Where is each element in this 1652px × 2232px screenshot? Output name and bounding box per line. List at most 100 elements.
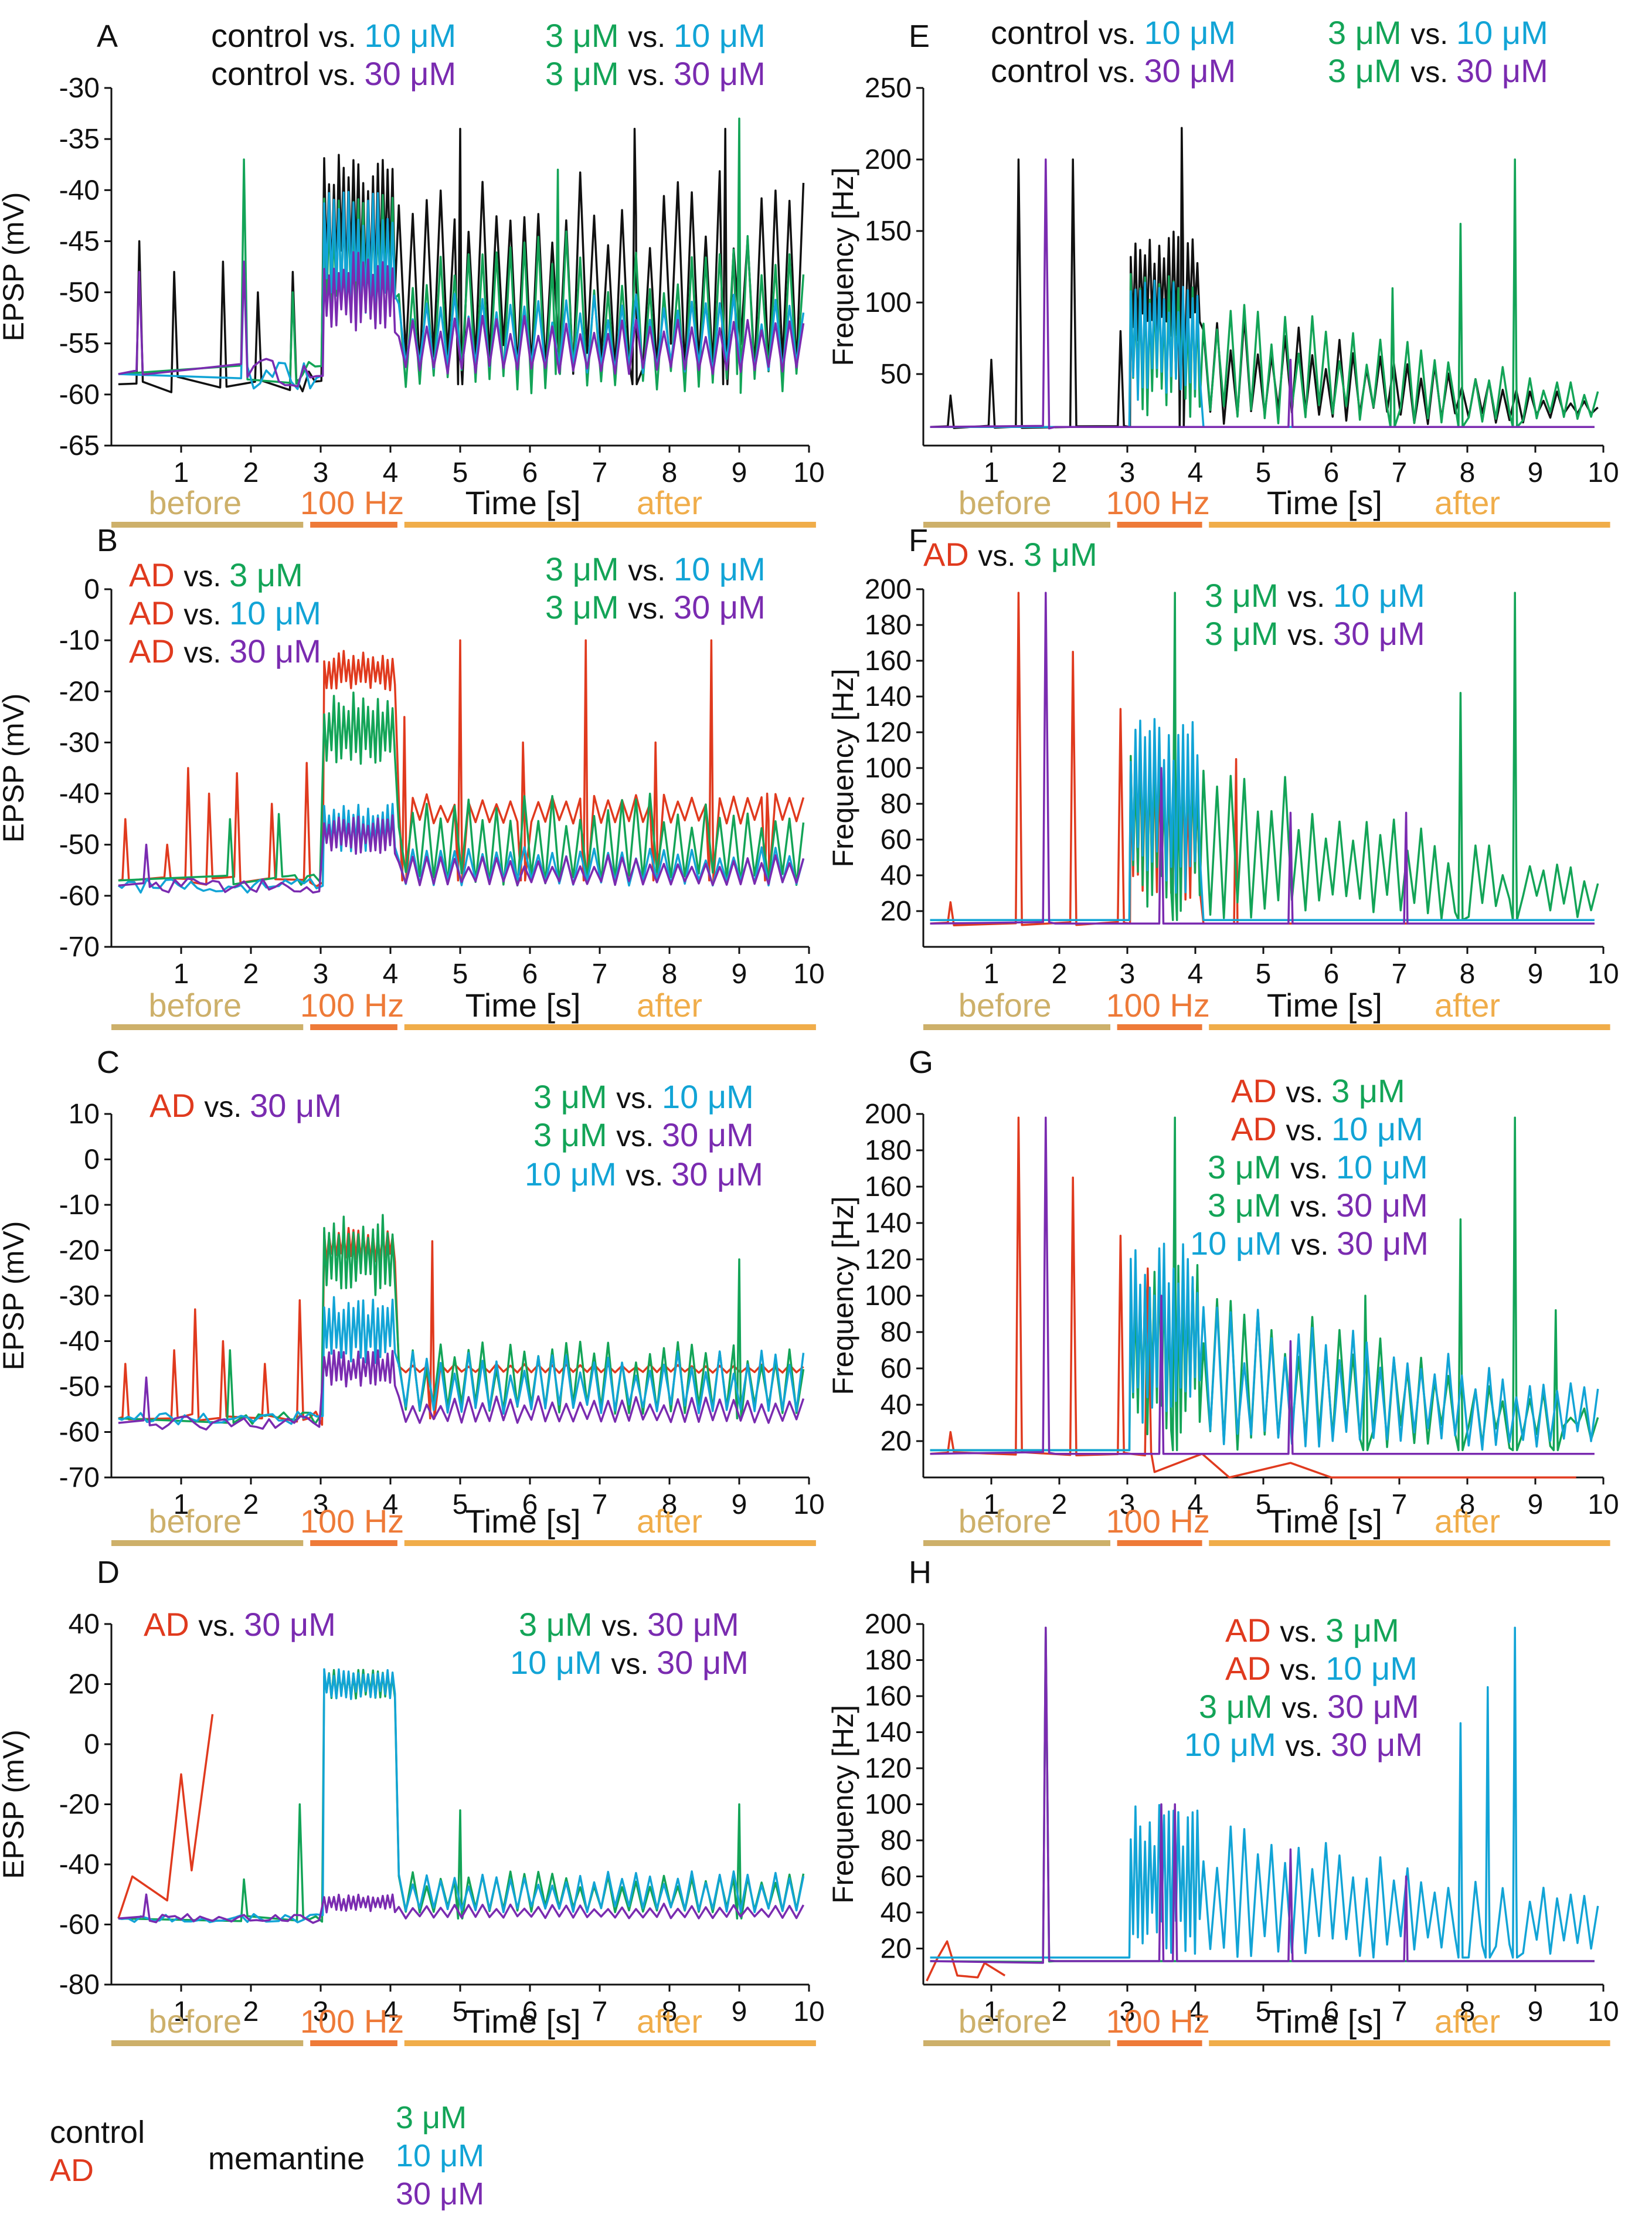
series-line-10-um bbox=[930, 1242, 1599, 1452]
comparison-right: 30 μM bbox=[1327, 1688, 1419, 1725]
panel-label: E bbox=[909, 19, 930, 54]
comparison-label: AD vs. 30 μM bbox=[144, 1606, 336, 1643]
x-tick-label: 9 bbox=[732, 1996, 747, 2027]
series-line-3-um bbox=[118, 1214, 805, 1425]
x-tick-label: 3 bbox=[1120, 457, 1136, 488]
series-line-10-um bbox=[930, 718, 1595, 922]
x-tick-label: 3 bbox=[1120, 959, 1136, 990]
comparison-right: 30 μM bbox=[364, 55, 456, 92]
comparison-vs: vs. bbox=[1285, 1730, 1331, 1762]
comparison-vs: vs. bbox=[628, 59, 674, 91]
x-tick-label: 3 bbox=[313, 457, 329, 488]
comparison-label: 10 μM vs. 30 μM bbox=[525, 1156, 763, 1193]
time-axis-label: Time [s] bbox=[1267, 987, 1382, 1024]
series-line-ad bbox=[118, 639, 805, 888]
panel-label: A bbox=[97, 19, 118, 54]
series-line-10-um bbox=[118, 1296, 805, 1426]
y-tick-label: -50 bbox=[59, 830, 100, 861]
comparison-label: 3 μM vs. 30 μM bbox=[545, 55, 766, 92]
comparison-right: 10 μM bbox=[1456, 14, 1548, 51]
y-tick-label: 40 bbox=[881, 860, 912, 891]
time-axis-label: Time [s] bbox=[465, 987, 581, 1024]
comparison-vs: vs. bbox=[1410, 18, 1456, 50]
phase-before-label: before bbox=[958, 1503, 1052, 1540]
x-tick-label: 8 bbox=[1460, 457, 1476, 488]
series-line-3-um bbox=[118, 1669, 805, 1923]
comparison-label: AD vs. 10 μM bbox=[1225, 1650, 1418, 1687]
y-tick-label: 100 bbox=[865, 1789, 912, 1820]
y-tick-label: -70 bbox=[59, 932, 100, 963]
y-tick-label: -40 bbox=[59, 1849, 100, 1880]
comparison-left: control bbox=[991, 52, 1099, 89]
x-tick-label: 4 bbox=[1188, 959, 1204, 990]
x-tick-label: 2 bbox=[243, 457, 259, 488]
x-tick-label: 8 bbox=[1460, 1489, 1476, 1520]
y-tick-label: 50 bbox=[881, 359, 912, 390]
x-tick-label: 6 bbox=[522, 1996, 538, 2027]
comparison-vs: vs. bbox=[1290, 1190, 1336, 1223]
comparison-label: 3 μM vs. 30 μM bbox=[519, 1606, 739, 1643]
x-tick-label: 6 bbox=[522, 1489, 538, 1520]
x-tick-label: 6 bbox=[1324, 457, 1340, 488]
y-tick-label: 20 bbox=[69, 1669, 100, 1700]
x-tick-label: 10 bbox=[1588, 1996, 1619, 2027]
x-tick-label: 10 bbox=[1588, 959, 1619, 990]
phase-after-label: after bbox=[637, 1503, 702, 1540]
x-tick-label: 4 bbox=[1188, 457, 1204, 488]
series-line-30-um bbox=[118, 251, 805, 388]
y-tick-label: -20 bbox=[59, 676, 100, 707]
phase-before-label: before bbox=[958, 2003, 1052, 2040]
y-tick-label: 10 bbox=[69, 1099, 100, 1130]
comparison-right: 30 μM bbox=[1337, 1225, 1429, 1262]
comparison-vs: vs. bbox=[198, 1609, 244, 1642]
phase-stim-label: 100 Hz bbox=[300, 484, 404, 521]
comparison-left: 3 μM bbox=[533, 1116, 616, 1153]
panel-label: C bbox=[97, 1045, 120, 1080]
comparison-left: 3 μM bbox=[1199, 1688, 1282, 1725]
x-tick-label: 1 bbox=[984, 959, 1000, 990]
y-axis-label: Frequency [Hz] bbox=[827, 668, 859, 867]
comparison-right: 10 μM bbox=[1336, 1149, 1428, 1185]
x-tick-label: 7 bbox=[592, 959, 608, 990]
x-tick-label: 8 bbox=[662, 1996, 678, 2027]
series-line-3-um bbox=[118, 691, 805, 887]
phase-bar: before 100 Hz Time [s] after bbox=[111, 484, 816, 528]
x-tick-label: 3 bbox=[313, 1489, 329, 1520]
x-tick-label: 7 bbox=[1392, 1489, 1408, 1520]
comparison-right: 10 μM bbox=[364, 17, 456, 54]
comparison-label: AD vs. 30 μM bbox=[149, 1087, 342, 1124]
x-tick-label: 3 bbox=[313, 1996, 329, 2027]
comparison-left: 3 μM bbox=[545, 17, 628, 54]
y-tick-label: -45 bbox=[59, 226, 100, 257]
x-tick-label: 9 bbox=[732, 457, 747, 488]
legend-10um: 10 μM bbox=[396, 2138, 484, 2173]
y-tick-label: 120 bbox=[865, 1244, 912, 1275]
panel-label: F bbox=[909, 523, 928, 558]
comparison-vs: vs. bbox=[319, 59, 365, 91]
comparison-right: 10 μM bbox=[674, 17, 766, 54]
y-tick-label: 160 bbox=[865, 1681, 912, 1712]
x-tick-label: 6 bbox=[522, 457, 538, 488]
x-tick-label: 2 bbox=[243, 1489, 259, 1520]
y-tick-label: -70 bbox=[59, 1462, 100, 1493]
comparison-left: AD bbox=[129, 556, 183, 593]
y-tick-label: -60 bbox=[59, 1417, 100, 1448]
y-tick-label: -10 bbox=[59, 1190, 100, 1221]
y-axis-label: Frequency [Hz] bbox=[827, 1196, 859, 1395]
legend-ad: AD bbox=[50, 2153, 94, 2188]
phase-stim-label: 100 Hz bbox=[1106, 1503, 1209, 1540]
y-tick-label: 0 bbox=[84, 574, 100, 605]
comparison-right: 30 μM bbox=[229, 633, 321, 670]
comparison-label: 10 μM vs. 30 μM bbox=[1190, 1225, 1429, 1262]
x-tick-label: 9 bbox=[1528, 457, 1544, 488]
y-tick-label: -65 bbox=[59, 430, 100, 461]
comparison-right: 3 μM bbox=[229, 556, 303, 593]
series-line-10-um bbox=[118, 1668, 805, 1924]
comparison-right: 30 μM bbox=[647, 1606, 739, 1643]
comparison-left: 3 μM bbox=[545, 55, 628, 92]
comparison-label: 3 μM vs. 10 μM bbox=[1328, 14, 1548, 51]
comparison-right: 10 μM bbox=[1331, 1110, 1423, 1147]
comparison-label: control vs. 30 μM bbox=[211, 55, 456, 92]
comparison-left: AD bbox=[923, 536, 978, 573]
comparison-label: AD vs. 10 μM bbox=[1231, 1110, 1423, 1147]
